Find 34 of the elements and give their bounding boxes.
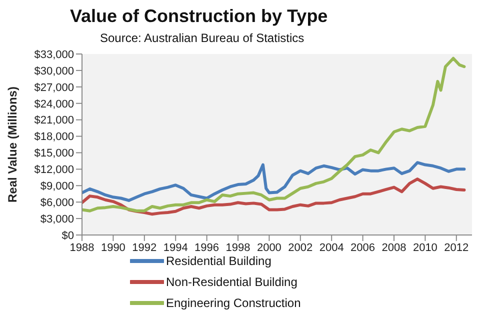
line-series — [82, 56, 466, 212]
y-tick-label: $27,000 — [34, 82, 74, 94]
y-tick-label: $24,000 — [34, 98, 74, 110]
x-tick-label: 1992 — [132, 242, 157, 254]
x-tick-label: 1988 — [70, 242, 94, 254]
y-tick-label: $6,000 — [40, 196, 74, 209]
x-tick-label: 2008 — [382, 242, 406, 254]
chart-title: Value of Construction by Type — [70, 6, 328, 27]
x-tick-label: 1998 — [226, 242, 250, 254]
y-tick-label: $33,000 — [34, 48, 74, 61]
y-tick-label: $0 — [62, 230, 74, 242]
y-tick-label: $9,000 — [40, 180, 74, 193]
y-tick-label: $18,000 — [34, 131, 74, 144]
legend-label: Non-Residential Building — [166, 274, 298, 288]
legend-label: Engineering Construction — [166, 296, 301, 310]
y-tick-label: $15,000 — [34, 148, 74, 160]
y-tick-label: $30,000 — [34, 65, 74, 78]
x-tick-label: 2012 — [444, 242, 469, 254]
y-tick-label: $3,000 — [40, 213, 74, 226]
y-tick-label: $21,000 — [34, 114, 74, 127]
x-tick-label: 2010 — [412, 242, 438, 254]
x-tick-label: 2000 — [256, 242, 282, 254]
x-tick-label: 1996 — [194, 242, 220, 254]
legend-label: Residential Building — [166, 254, 272, 268]
x-tick-label: 1990 — [100, 242, 126, 254]
source-note: Source: Australian Bureau of Statistics — [100, 31, 304, 45]
line-series — [82, 178, 466, 216]
y-tick-label: $12,000 — [34, 164, 74, 176]
x-tick-label: 2002 — [288, 242, 313, 254]
line-series — [82, 161, 466, 202]
x-tick-label: 2004 — [319, 242, 344, 254]
x-tick-label: 2006 — [350, 242, 376, 254]
y-axis-title: Real Value (Millions) — [5, 86, 20, 203]
x-tick-label: 1994 — [163, 242, 188, 254]
